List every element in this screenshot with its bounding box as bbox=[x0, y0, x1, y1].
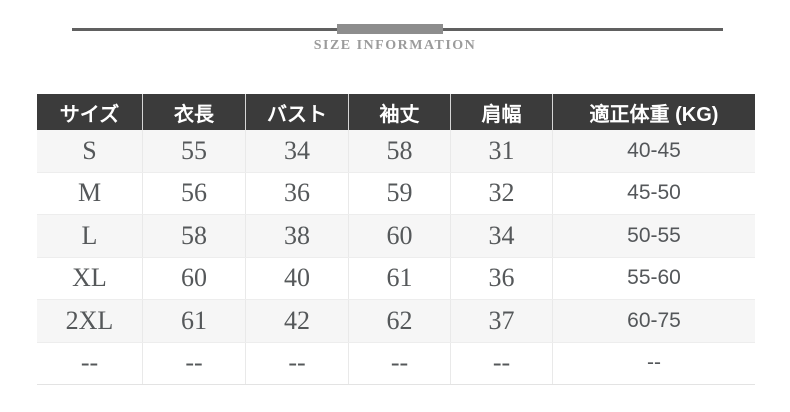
table-row-empty: -- -- -- -- -- -- bbox=[37, 342, 755, 385]
cell-size: M bbox=[77, 178, 102, 208]
cell-bust: 38 bbox=[245, 215, 348, 257]
cell-bust: 40 bbox=[245, 257, 348, 299]
cell-shoulder: 32 bbox=[450, 172, 552, 214]
header-cell-weight: 適正体重 (KG) bbox=[552, 94, 755, 130]
cell-bust: 42 bbox=[245, 300, 348, 342]
cell-weight: 40-45 bbox=[552, 130, 755, 172]
header-cell-sleeve: 袖丈 bbox=[348, 94, 450, 130]
table-row-m: M 56 36 59 32 45-50 bbox=[37, 172, 755, 215]
header-cell-size: サイズ bbox=[59, 103, 120, 126]
cell-length: 58 bbox=[142, 215, 245, 257]
cell-sleeve: 61 bbox=[348, 257, 450, 299]
cell-shoulder: 34 bbox=[450, 215, 552, 257]
cell-size: XL bbox=[72, 263, 107, 293]
cell-sleeve: 62 bbox=[348, 300, 450, 342]
table-row-xl: XL 60 40 61 36 55-60 bbox=[37, 257, 755, 300]
header-cell-bust: バスト bbox=[245, 94, 348, 130]
cell-weight: 45-50 bbox=[552, 172, 755, 214]
cell-size: S bbox=[82, 135, 97, 165]
header-cell-shoulder: 肩幅 bbox=[450, 94, 552, 130]
cell-sleeve: -- bbox=[348, 342, 450, 384]
cell-size: L bbox=[81, 220, 98, 250]
cell-weight: 55-60 bbox=[552, 257, 755, 299]
cell-bust: 36 bbox=[245, 172, 348, 214]
cell-length: 56 bbox=[142, 172, 245, 214]
cell-weight: 50-55 bbox=[552, 215, 755, 257]
cell-weight: 60-75 bbox=[552, 300, 755, 342]
cell-sleeve: 58 bbox=[348, 130, 450, 172]
cell-size: -- bbox=[80, 348, 99, 378]
section-title: SIZE INFORMATION bbox=[313, 38, 477, 53]
table-row-l: L 58 38 60 34 50-55 bbox=[37, 215, 755, 258]
header-cell-length: 衣長 bbox=[142, 94, 245, 130]
cell-size: 2XL bbox=[65, 305, 114, 335]
cell-length: -- bbox=[142, 342, 245, 384]
cell-bust: 34 bbox=[245, 130, 348, 172]
cell-shoulder: 37 bbox=[450, 300, 552, 342]
cell-shoulder: 36 bbox=[450, 257, 552, 299]
size-table: サイズ 衣長 バスト 袖丈 肩幅 適正体重 (KG) S 55 34 58 31… bbox=[37, 94, 755, 385]
cell-length: 60 bbox=[142, 257, 245, 299]
cell-length: 61 bbox=[142, 300, 245, 342]
banner-center-bar bbox=[337, 24, 443, 34]
cell-sleeve: 60 bbox=[348, 215, 450, 257]
cell-length: 55 bbox=[142, 130, 245, 172]
table-row-s: S 55 34 58 31 40-45 bbox=[37, 130, 755, 173]
cell-shoulder: 31 bbox=[450, 130, 552, 172]
table-row-2xl: 2XL 61 42 62 37 60-75 bbox=[37, 300, 755, 343]
cell-shoulder: -- bbox=[450, 342, 552, 384]
cell-sleeve: 59 bbox=[348, 172, 450, 214]
cell-weight: -- bbox=[552, 342, 755, 384]
size-table-header-row: サイズ 衣長 バスト 袖丈 肩幅 適正体重 (KG) bbox=[37, 94, 755, 130]
cell-bust: -- bbox=[245, 342, 348, 384]
